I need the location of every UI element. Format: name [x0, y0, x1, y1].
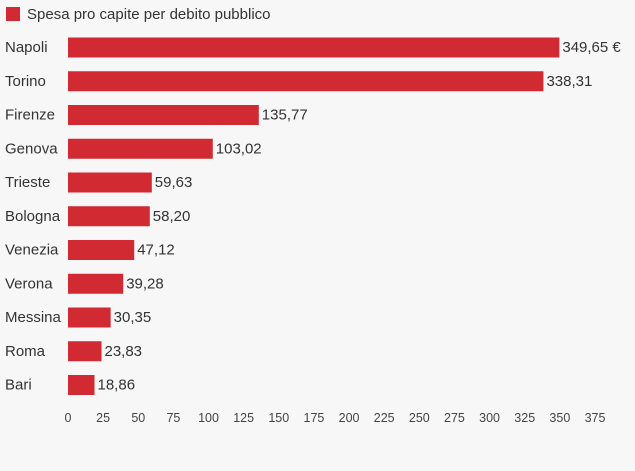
bar — [68, 71, 544, 92]
value-label: 58,20 — [153, 208, 191, 225]
x-tick-label: 50 — [131, 411, 145, 425]
x-tick-label: 100 — [198, 411, 219, 425]
x-tick-label: 250 — [409, 411, 430, 425]
bar — [68, 240, 135, 260]
value-label: 103,02 — [216, 140, 262, 157]
value-label: 47,12 — [137, 242, 175, 259]
bar — [68, 206, 150, 227]
bar — [68, 273, 124, 294]
x-tick-label: 0 — [65, 411, 72, 425]
x-tick-label: 75 — [166, 411, 180, 425]
bar — [68, 37, 560, 58]
value-label: 59,63 — [155, 174, 193, 191]
x-tick-label: 175 — [304, 411, 325, 425]
x-tick-label: 125 — [233, 411, 254, 425]
category-label: Messina — [5, 309, 62, 326]
category-label: Torino — [5, 73, 46, 90]
legend-swatch — [6, 7, 20, 21]
x-tick-label: 200 — [339, 411, 360, 425]
value-label: 23,83 — [104, 343, 142, 360]
category-label: Bari — [5, 377, 32, 394]
value-label: 18,86 — [98, 377, 136, 394]
category-label: Firenze — [5, 107, 55, 124]
x-tick-label: 275 — [444, 411, 465, 425]
bar — [68, 138, 213, 159]
legend: Spesa pro capite per debito pubblico — [6, 5, 271, 23]
bar — [68, 375, 95, 395]
bar — [68, 105, 259, 125]
x-tick-label: 225 — [374, 411, 395, 425]
category-label: Verona — [5, 275, 53, 292]
category-label: Bologna — [5, 208, 61, 225]
value-label: 39,28 — [126, 275, 164, 292]
x-tick-label: 350 — [549, 411, 570, 425]
x-tick-label: 150 — [268, 411, 289, 425]
value-label: 349,65 € — [562, 39, 621, 56]
value-label: 338,31 — [546, 73, 592, 90]
category-label: Roma — [5, 343, 46, 360]
bar — [68, 307, 111, 328]
category-label: Trieste — [5, 174, 50, 191]
category-label: Venezia — [5, 242, 59, 259]
x-tick-label: 25 — [96, 411, 110, 425]
category-label: Genova — [5, 140, 58, 157]
category-label: Napoli — [5, 39, 48, 56]
legend-label: Spesa pro capite per debito pubblico — [27, 5, 271, 23]
bar — [68, 341, 102, 362]
bar — [68, 172, 152, 193]
value-label: 135,77 — [262, 107, 308, 124]
x-tick-label: 375 — [585, 411, 606, 425]
x-tick-label: 300 — [479, 411, 500, 425]
x-tick-label: 325 — [514, 411, 535, 425]
value-label: 30,35 — [114, 309, 152, 326]
